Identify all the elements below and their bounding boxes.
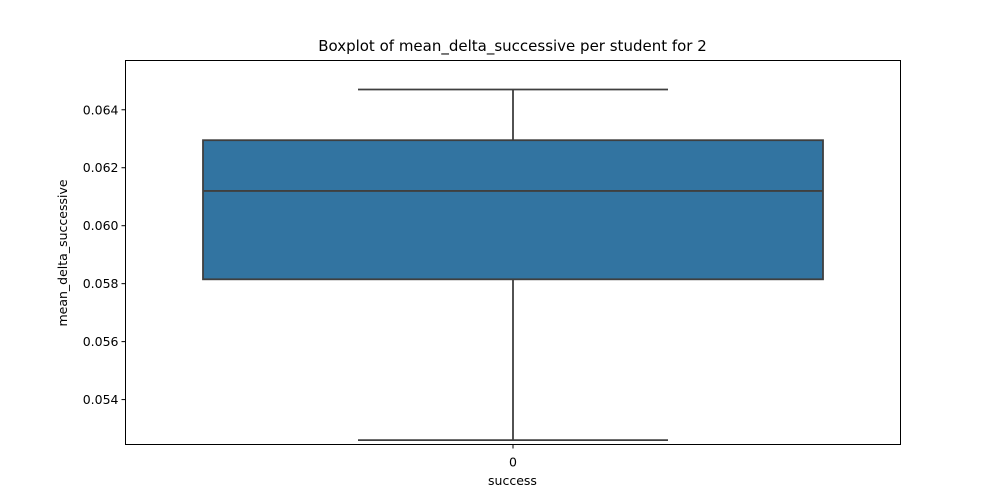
x-axis-label: success xyxy=(488,473,537,488)
y-tick-label: 0.064 xyxy=(83,102,119,117)
y-axis: 0.054 0.056 0.058 0.060 0.062 0.064 xyxy=(83,102,126,407)
y-tick-label: 0.058 xyxy=(83,276,119,291)
x-tick-label: 0 xyxy=(509,455,517,470)
y-tick-label: 0.054 xyxy=(83,392,119,407)
y-axis-label: mean_delta_successive xyxy=(55,179,70,326)
plot-marks xyxy=(202,88,824,442)
y-tick-label: 0.060 xyxy=(83,218,119,233)
x-axis: 0 xyxy=(509,444,517,470)
chart-title: Boxplot of mean_delta_successive per stu… xyxy=(318,37,707,56)
y-tick-label: 0.062 xyxy=(83,160,119,175)
y-tick-label: 0.056 xyxy=(83,334,119,349)
box-iqr xyxy=(202,139,824,281)
